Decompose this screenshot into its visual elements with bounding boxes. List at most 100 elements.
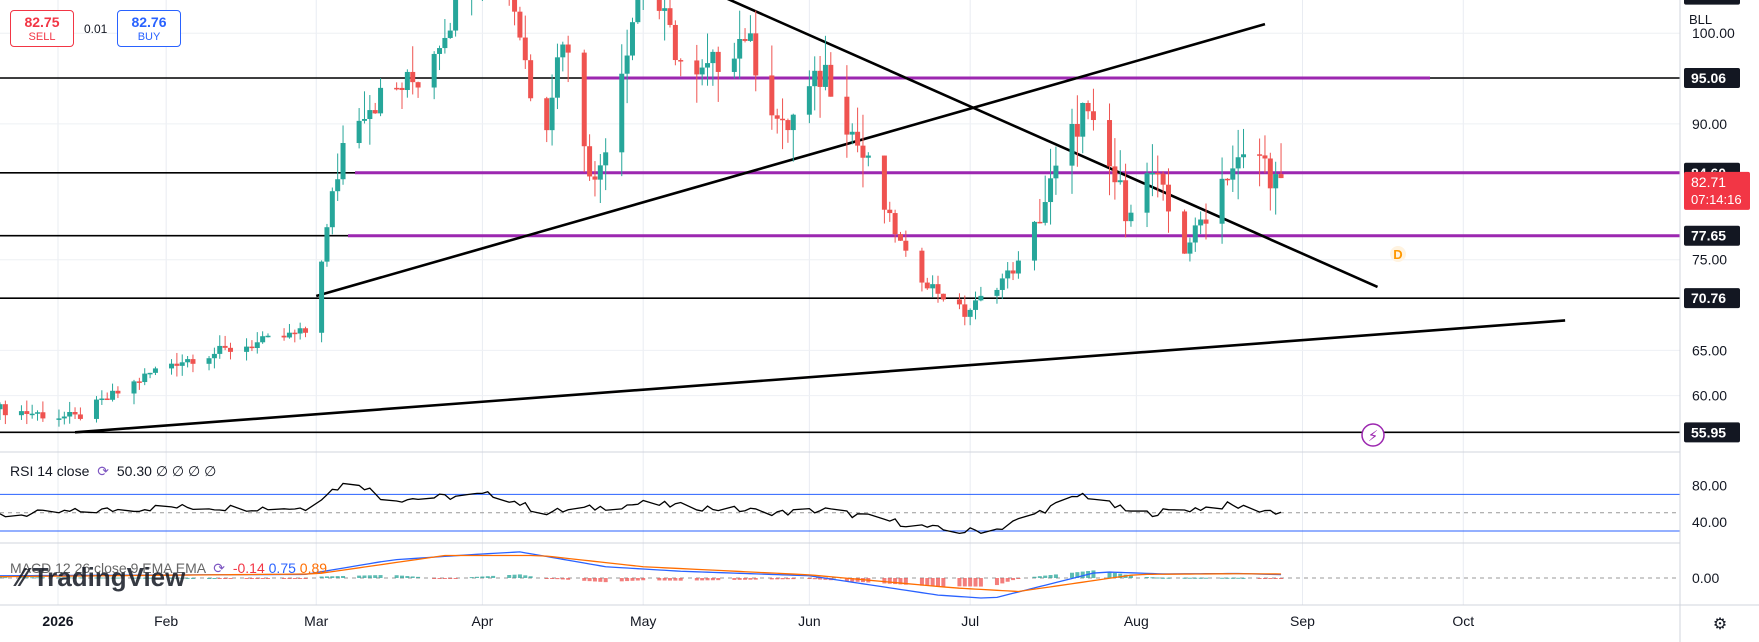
x-tick-label: Oct	[1452, 613, 1474, 629]
macd-histogram-bar	[1053, 574, 1058, 578]
macd-histogram-bar	[319, 576, 324, 578]
current-price-value: 82.71	[1691, 174, 1726, 190]
macd-histogram-bar	[324, 576, 329, 578]
candle-body	[1224, 178, 1230, 181]
candle-body	[978, 295, 984, 301]
level-price-label: 77.65	[1691, 228, 1726, 244]
macd-histogram-bar	[850, 578, 855, 582]
candle-body	[442, 37, 448, 49]
current-price-countdown: 07:14:16	[1691, 192, 1742, 207]
candle-body	[2, 404, 8, 416]
candle-body	[1155, 172, 1161, 175]
rsi-legend: RSI 14 close ⟳ 50.30 ∅ ∅ ∅ ∅	[10, 463, 216, 480]
macd-histogram-bar	[1070, 572, 1074, 578]
macd-histogram-bar	[587, 578, 592, 582]
candle-body	[581, 52, 587, 147]
candle-body	[136, 381, 142, 383]
x-tick-label: May	[630, 613, 656, 629]
buy-button[interactable]: 82.76 BUY	[117, 10, 181, 47]
macd-histogram-bar	[592, 578, 597, 582]
lightning-glyph: ⚡	[1368, 427, 1379, 445]
macd-histogram-bar	[743, 578, 748, 580]
macd-histogram-bar	[1241, 577, 1246, 579]
macd-title: MACD 12 26 close 9 EMA EMA	[10, 560, 206, 576]
candle-body	[635, 0, 641, 23]
candle-body	[1085, 102, 1091, 112]
macd-histogram-bar	[1225, 577, 1230, 579]
trendline	[726, 0, 1379, 289]
candle-body	[747, 33, 753, 41]
x-tick-label: Mar	[304, 613, 328, 629]
macd-histogram-bar	[962, 578, 967, 587]
macd-histogram-bar	[400, 575, 404, 578]
rsi-settings-icon[interactable]: ⟳	[97, 463, 109, 479]
rsi-tick-label: 40.00	[1692, 514, 1727, 530]
macd-histogram-bar	[394, 575, 399, 578]
candle-body	[603, 152, 609, 166]
candle-body	[222, 345, 228, 348]
candle-body	[217, 345, 223, 354]
candle-body	[881, 155, 887, 210]
candle-body	[319, 261, 325, 333]
macd-histogram-bar	[844, 578, 849, 582]
candle-body	[1107, 120, 1113, 167]
candle-body	[822, 64, 828, 87]
macd-histogram-bar	[925, 578, 930, 587]
macd-histogram-bar	[1279, 578, 1284, 579]
macd-histogram-bar	[1161, 577, 1166, 579]
candle-body	[329, 191, 335, 228]
candle-body	[265, 335, 271, 338]
candle-body	[565, 44, 571, 53]
level-price-label: 95.06	[1691, 70, 1726, 86]
candle-body	[1273, 174, 1279, 189]
sell-button[interactable]: 82.75 SELL	[10, 10, 74, 47]
candle-body	[361, 118, 367, 121]
macd-histogram-bar	[1204, 577, 1208, 579]
macd-histogram-bar	[105, 577, 110, 579]
macd-histogram-bar	[780, 578, 785, 580]
macd-histogram-bar	[887, 578, 892, 584]
candle-body	[110, 390, 116, 400]
candle-body	[962, 304, 968, 317]
macd-histogram-bar	[1091, 570, 1096, 578]
macd-histogram-bar	[1166, 577, 1171, 579]
candle-body	[437, 48, 443, 54]
candle-body	[77, 414, 83, 419]
macd-histogram-bar	[973, 578, 978, 587]
macd-histogram-bar	[936, 578, 940, 587]
symbol-label[interactable]: BLL	[1689, 12, 1713, 27]
candle-body	[619, 73, 625, 153]
macd-histogram-bar	[882, 578, 887, 584]
candle-body	[1123, 180, 1129, 222]
macd-signal-value: 0.89	[299, 560, 328, 576]
candle-body	[517, 11, 523, 38]
candle-body	[855, 131, 861, 146]
macd-histogram-bar	[700, 578, 705, 581]
macd-histogram-bar	[560, 578, 565, 580]
macd-settings-icon[interactable]: ⟳	[213, 560, 225, 576]
candle-body	[254, 342, 260, 348]
candle-body	[35, 412, 41, 414]
candle-body	[672, 24, 678, 61]
macd-histogram-bar	[785, 578, 790, 580]
macd-histogram-bar	[255, 578, 260, 579]
macd-histogram-bar	[1193, 577, 1198, 579]
macd-histogram-bar	[260, 578, 265, 579]
macd-histogram-bar	[1230, 577, 1235, 579]
macd-histogram-bar	[373, 575, 378, 578]
candle-body	[887, 209, 893, 214]
level-price-label: 70.76	[1691, 290, 1726, 306]
macd-histogram-bar	[223, 578, 228, 579]
candlestick-series	[0, 0, 1284, 427]
candle-body	[378, 87, 384, 114]
macd-histogram-bar	[1037, 576, 1042, 578]
macd-histogram-bar	[507, 575, 512, 578]
candle-body	[227, 347, 233, 352]
candle-body	[404, 71, 410, 91]
macd-histogram-bar	[555, 578, 560, 580]
macd-histogram-bar	[190, 577, 195, 579]
candle-body	[587, 146, 593, 177]
candle-body	[131, 381, 137, 394]
candle-body	[624, 55, 630, 74]
